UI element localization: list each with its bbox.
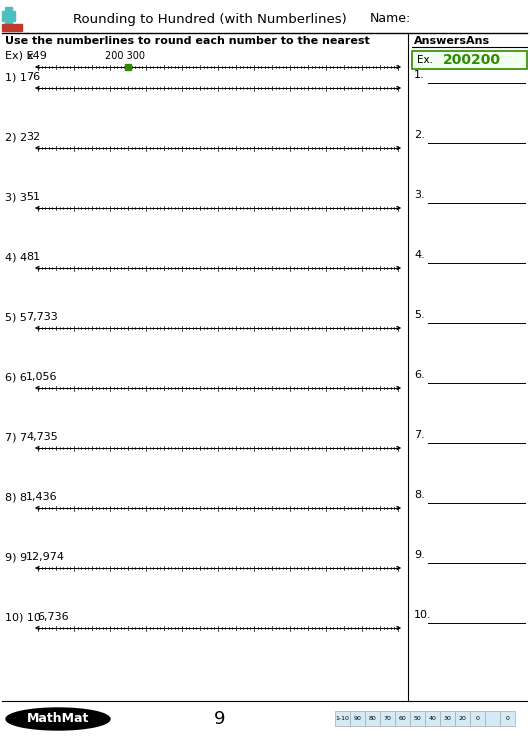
Text: 10.: 10.	[414, 610, 431, 620]
Text: 1-10: 1-10	[335, 717, 349, 721]
Bar	[440, 711, 455, 726]
Bar	[410, 711, 425, 726]
Text: 80: 80	[369, 717, 376, 721]
Text: 7) 7: 7) 7	[5, 432, 27, 442]
Text: 6) 6: 6) 6	[5, 372, 27, 382]
Bar	[470, 711, 485, 726]
Bar	[2, 24, 22, 31]
Text: 20: 20	[458, 717, 466, 721]
Text: 76: 76	[26, 72, 40, 82]
Text: AnswersAns: AnswersAns	[414, 36, 490, 46]
Bar	[395, 711, 410, 726]
Bar	[350, 711, 365, 726]
Bar	[425, 711, 440, 726]
Text: 60: 60	[399, 717, 407, 721]
Text: Use the numberlines to round each number to the nearest: Use the numberlines to round each number…	[5, 36, 370, 46]
Text: 90: 90	[354, 717, 361, 721]
Text: Ex.: Ex.	[417, 55, 433, 65]
Text: Rounding to Hundred (with Numberlines): Rounding to Hundred (with Numberlines)	[73, 13, 347, 25]
Text: 1,436: 1,436	[26, 492, 58, 502]
Ellipse shape	[6, 708, 110, 730]
Text: 81: 81	[26, 252, 40, 262]
Text: MathMat: MathMat	[27, 712, 89, 726]
Text: 8.: 8.	[414, 490, 425, 500]
Bar	[412, 51, 527, 69]
Text: x49: x49	[27, 51, 48, 61]
Bar	[485, 711, 500, 726]
Text: 1,056: 1,056	[26, 372, 58, 382]
Text: 200200: 200200	[443, 53, 501, 67]
Text: 32: 32	[26, 132, 40, 142]
Text: 10) 10: 10) 10	[5, 612, 41, 622]
Text: 7,733: 7,733	[26, 312, 58, 322]
Text: 51: 51	[26, 192, 40, 202]
Bar	[380, 711, 395, 726]
Bar	[5, 7, 12, 25]
Text: 3.: 3.	[414, 190, 425, 200]
Text: 9) 9: 9) 9	[5, 552, 27, 562]
Text: 200 300: 200 300	[105, 51, 145, 61]
Bar	[335, 711, 350, 726]
Text: 5) 5: 5) 5	[5, 312, 27, 322]
Text: 40: 40	[429, 717, 436, 721]
Bar	[500, 711, 515, 726]
Bar	[455, 711, 470, 726]
Text: 9.: 9.	[414, 550, 425, 560]
Text: Ex) E: Ex) E	[5, 51, 33, 61]
Text: 5.: 5.	[414, 310, 425, 320]
Text: 1) 1: 1) 1	[5, 72, 27, 82]
Text: 0: 0	[475, 717, 480, 721]
Text: 8) 8: 8) 8	[5, 492, 27, 502]
Text: 9: 9	[214, 710, 226, 728]
Text: 4,735: 4,735	[26, 432, 58, 442]
Text: 0: 0	[506, 717, 509, 721]
Bar	[2, 11, 15, 21]
Text: 50: 50	[413, 717, 421, 721]
Bar	[365, 711, 380, 726]
Text: 3) 3: 3) 3	[5, 192, 27, 202]
Text: Name:: Name:	[370, 13, 411, 25]
Text: 7.: 7.	[414, 430, 425, 440]
Text: 6.: 6.	[414, 370, 425, 380]
Text: 12,974: 12,974	[26, 552, 65, 562]
Text: 4.: 4.	[414, 250, 425, 260]
Text: 2) 2: 2) 2	[5, 132, 27, 142]
Text: 1.: 1.	[414, 70, 425, 80]
Text: 30: 30	[444, 717, 452, 721]
Text: 6,736: 6,736	[37, 612, 68, 622]
Text: 4) 4: 4) 4	[5, 252, 27, 262]
Text: 70: 70	[384, 717, 392, 721]
Text: 2.: 2.	[414, 130, 425, 140]
